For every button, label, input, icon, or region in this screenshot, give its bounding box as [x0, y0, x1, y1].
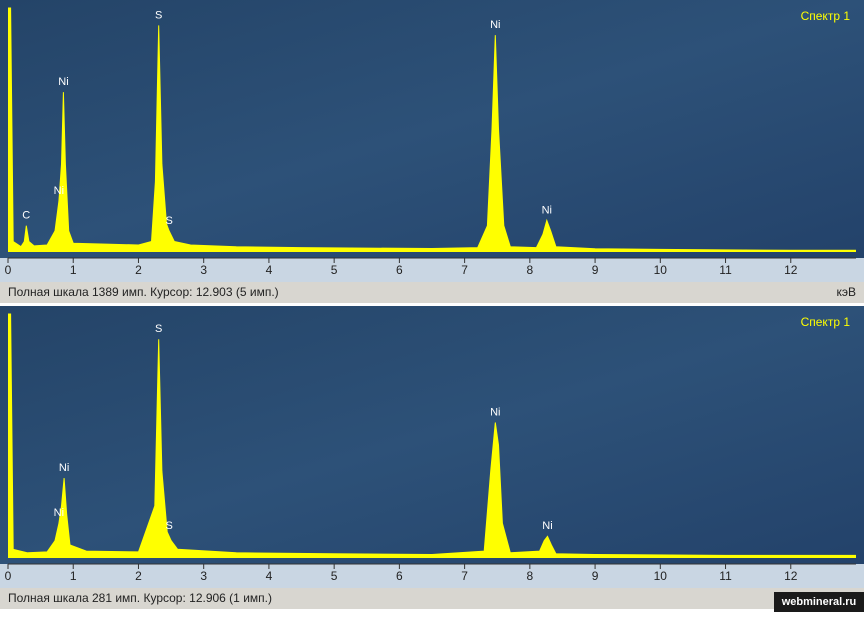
- x-tick-label: 7: [461, 569, 468, 583]
- x-tick-label: 12: [784, 263, 798, 277]
- x-tick-label: 11: [719, 569, 732, 583]
- x-tick-label: 4: [266, 569, 273, 583]
- x-tick-label: 12: [784, 569, 798, 583]
- peak-label: S: [155, 323, 162, 335]
- watermark-box: [774, 592, 864, 612]
- peak-label: Ni: [542, 520, 552, 532]
- x-tick-label: 0: [5, 263, 12, 277]
- x-tick-label: 4: [266, 263, 273, 277]
- x-tick-label: 8: [527, 263, 534, 277]
- x-tick-label: 7: [461, 263, 468, 277]
- x-tick-label: 9: [592, 569, 599, 583]
- x-tick-label: 11: [719, 263, 732, 277]
- peak-label: Ni: [542, 204, 552, 216]
- peak-label: Ni: [59, 462, 69, 474]
- watermark: webmineral.ru: [781, 596, 857, 608]
- x-tick-label: 0: [5, 569, 12, 583]
- spectrum-name: Спектр 1: [801, 315, 851, 329]
- spectrum: [8, 7, 856, 251]
- spectrum-name: Спектр 1: [801, 9, 851, 23]
- peak-label: Ni: [54, 507, 64, 519]
- x-tick-label: 1: [70, 569, 77, 583]
- x-tick-label: 2: [135, 569, 142, 583]
- x-tick-label: 3: [200, 569, 207, 583]
- x-tick-label: 10: [654, 569, 668, 583]
- plot-area: [0, 0, 864, 258]
- peak-label: Ni: [58, 76, 68, 88]
- peak-label: Ni: [490, 406, 500, 418]
- plot-area: [0, 306, 864, 564]
- x-tick-label: 5: [331, 569, 338, 583]
- x-tick-label: 10: [654, 263, 668, 277]
- x-tick-label: 5: [331, 263, 338, 277]
- status-text: Полная шкала 281 имп. Курсор: 12.906 (1 …: [8, 591, 272, 605]
- peak-label: Ni: [54, 185, 64, 197]
- x-tick-label: 1: [70, 263, 77, 277]
- status-bar: [0, 588, 864, 609]
- status-bar: [0, 282, 864, 303]
- status-text: Полная шкала 1389 имп. Курсор: 12.903 (5…: [8, 285, 279, 299]
- x-tick-label: 6: [396, 569, 403, 583]
- x-tick-label: 9: [592, 263, 599, 277]
- peak-label: S: [165, 215, 172, 227]
- x-tick-label: 3: [200, 263, 207, 277]
- peak-label: S: [165, 520, 172, 532]
- x-axis-label: кэВ: [836, 285, 856, 299]
- spectrum: [8, 313, 856, 556]
- peak-label: C: [22, 210, 30, 222]
- x-tick-label: 6: [396, 263, 403, 277]
- x-tick-label: 8: [527, 569, 534, 583]
- peak-label: Ni: [490, 19, 500, 31]
- axis-strip: [0, 564, 864, 588]
- axis-strip: [0, 258, 864, 282]
- x-tick-label: 2: [135, 263, 142, 277]
- peak-label: S: [155, 9, 162, 21]
